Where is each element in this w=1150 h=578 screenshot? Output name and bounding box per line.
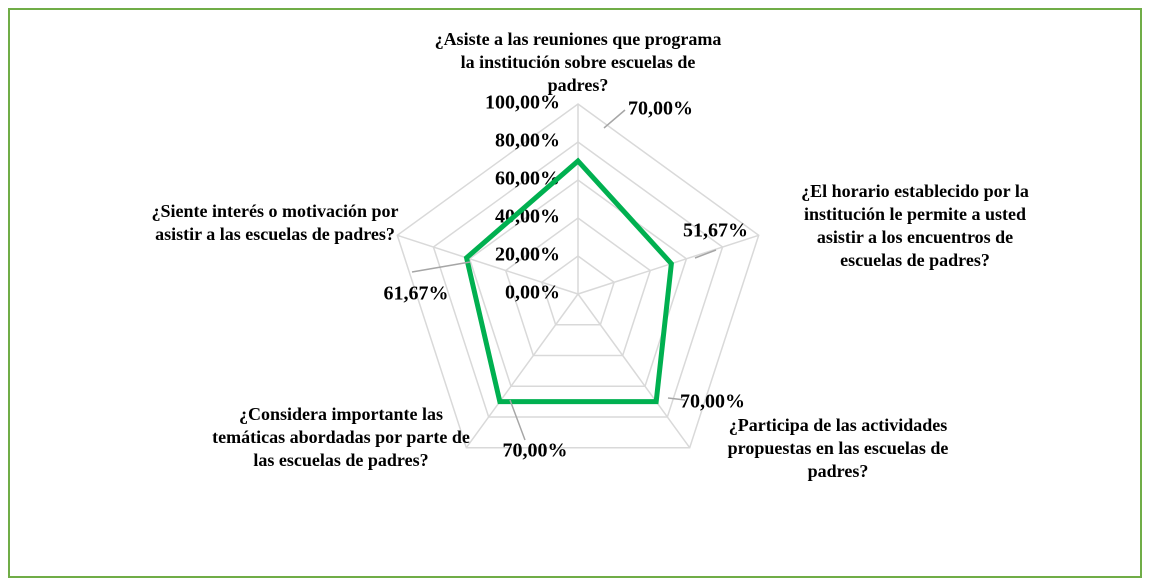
grid-ring xyxy=(432,141,724,418)
leader-line xyxy=(411,261,471,273)
tick-label: 100,00% xyxy=(485,92,560,114)
grid-ring xyxy=(504,217,652,357)
tick-label: 60,00% xyxy=(495,168,560,190)
tick-label: 20,00% xyxy=(495,244,560,266)
value-label: 61,67% xyxy=(384,283,449,305)
spoke xyxy=(465,293,579,449)
tick-label: 80,00% xyxy=(495,130,560,152)
category-label: ¿Siente interés o motivación por asistir… xyxy=(151,201,399,244)
value-label: 51,67% xyxy=(683,220,748,242)
category-label: ¿El horario establecido por la instituci… xyxy=(801,181,1029,270)
leader-line xyxy=(603,109,626,129)
grid-ring xyxy=(468,179,688,387)
radar-line xyxy=(463,157,674,405)
tick-label: 0,00% xyxy=(505,282,560,304)
category-label: ¿Considera importante las temáticas abor… xyxy=(212,404,470,470)
spoke xyxy=(397,234,579,295)
leader-line xyxy=(509,399,526,441)
value-label: 70,00% xyxy=(628,98,693,120)
value-label: 70,00% xyxy=(503,440,568,462)
leader-line xyxy=(667,397,686,401)
value-label: 70,00% xyxy=(680,391,745,413)
category-label: ¿Participa de las actividades propuestas… xyxy=(727,415,949,481)
grid-ring xyxy=(396,103,760,449)
spoke xyxy=(577,234,759,295)
leader-line xyxy=(694,249,717,259)
category-label: ¿Asiste a las reuniones que programa la … xyxy=(434,29,722,95)
spoke xyxy=(577,293,691,449)
grid-ring xyxy=(540,255,616,326)
